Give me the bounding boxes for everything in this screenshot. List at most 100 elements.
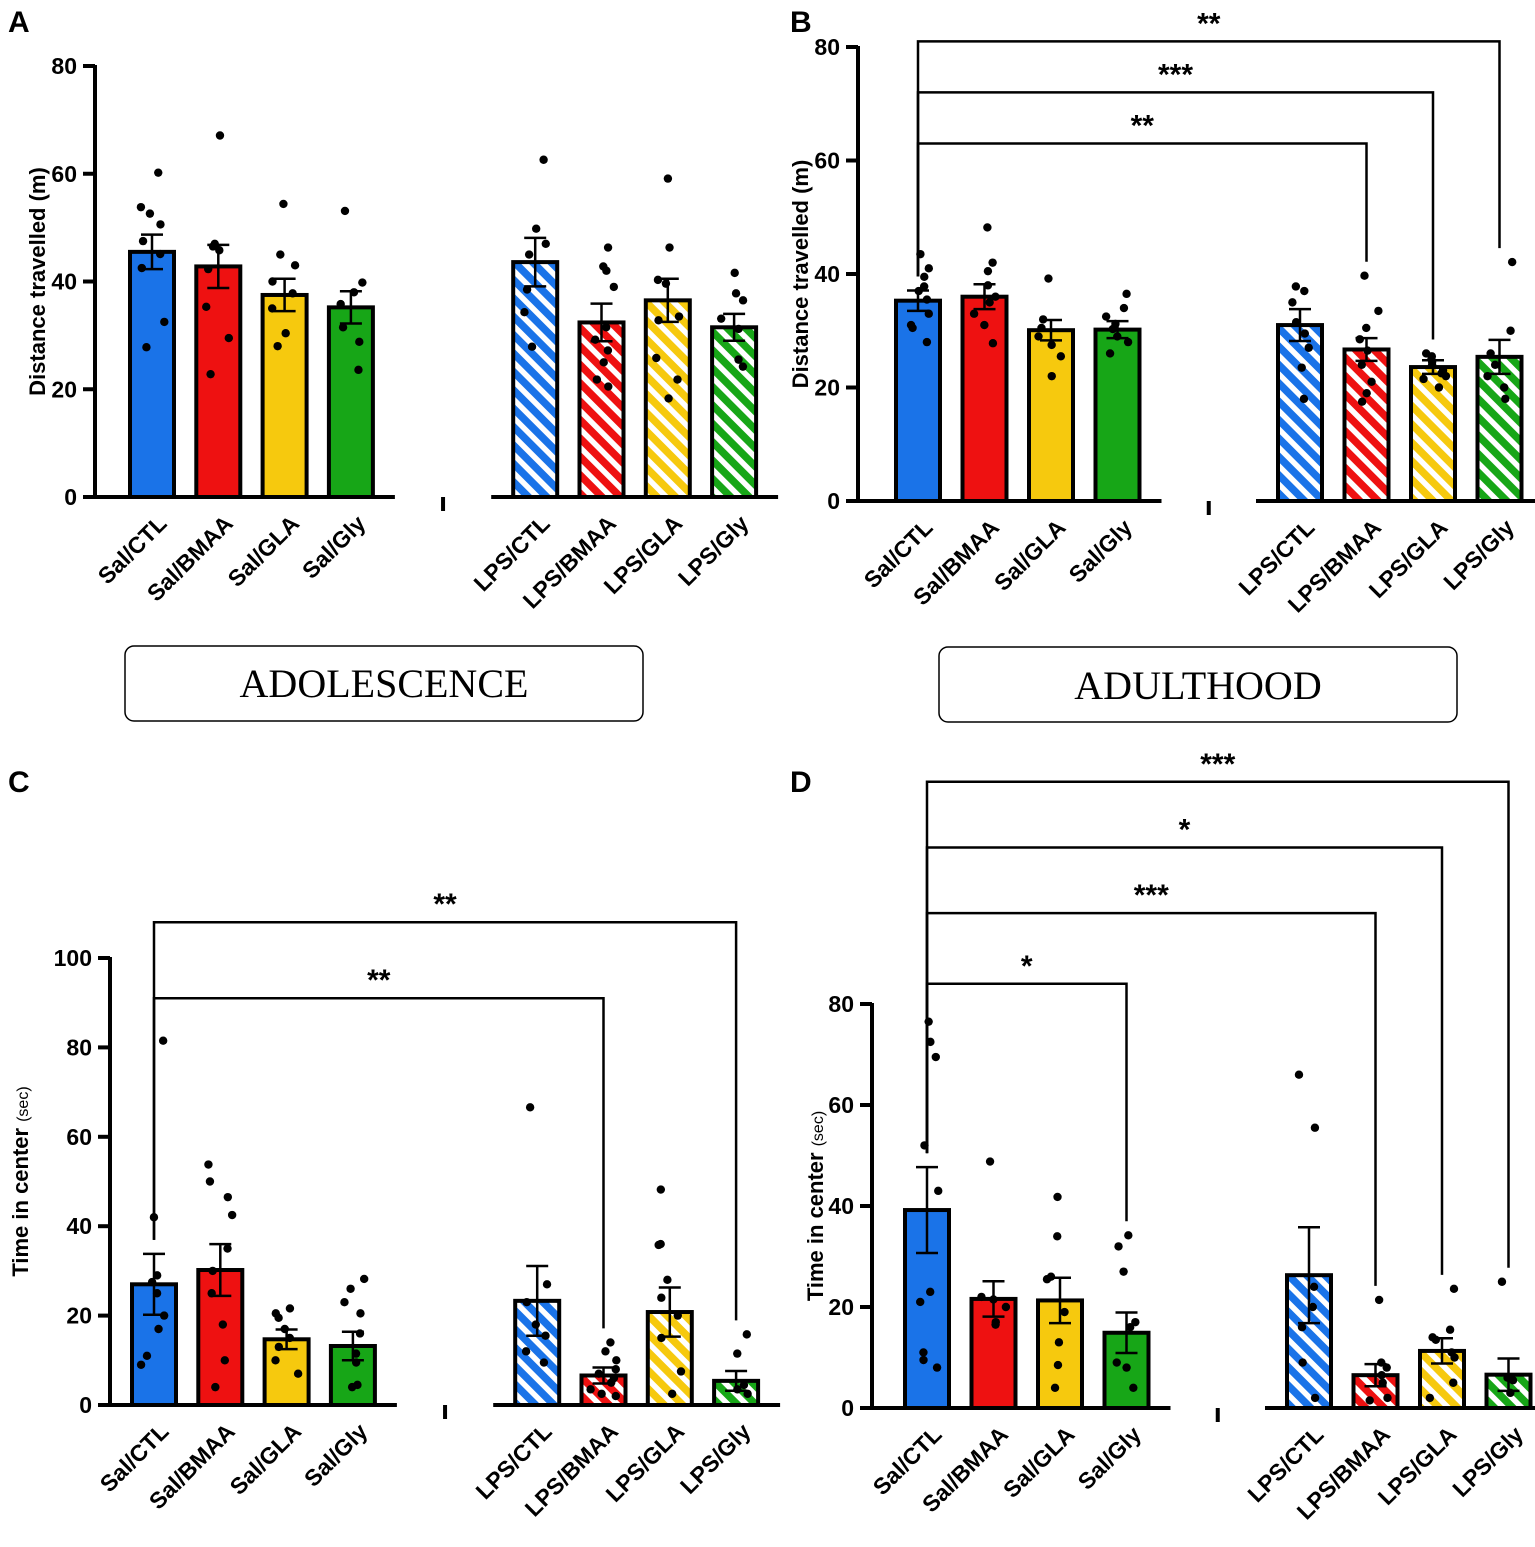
y-tick-label: 0 xyxy=(79,1392,92,1418)
bar-sal-gly xyxy=(326,305,375,499)
data-point xyxy=(154,168,163,177)
data-point xyxy=(742,1330,752,1339)
data-point xyxy=(916,1297,925,1307)
data-point xyxy=(1054,1338,1064,1347)
data-point xyxy=(1310,1393,1320,1403)
data-point xyxy=(1501,394,1510,404)
data-point xyxy=(988,339,998,348)
data-point xyxy=(676,1367,686,1376)
data-point xyxy=(1508,1376,1518,1385)
data-point xyxy=(969,309,979,318)
data-point xyxy=(985,1157,995,1166)
data-point xyxy=(1108,324,1118,334)
data-point xyxy=(1309,1282,1319,1292)
period-label-adulthood: ADULTHOOD xyxy=(1074,663,1321,708)
data-point xyxy=(156,249,165,259)
data-point xyxy=(273,341,282,351)
data-point xyxy=(205,1177,215,1186)
data-point xyxy=(1101,312,1111,321)
bar-sal-gly xyxy=(1093,327,1142,503)
bar-lps-gly xyxy=(1475,354,1524,504)
significance-bracket xyxy=(916,40,1501,277)
data-point xyxy=(730,268,739,278)
data-point xyxy=(611,1365,620,1374)
data-point xyxy=(347,1382,357,1392)
data-point xyxy=(354,365,363,375)
data-point xyxy=(738,362,748,371)
data-point xyxy=(1056,352,1066,361)
data-point xyxy=(924,309,933,318)
data-point xyxy=(1053,1192,1062,1202)
data-point xyxy=(522,285,532,294)
data-point xyxy=(215,131,225,140)
data-point xyxy=(1427,360,1437,369)
significance-bracket xyxy=(925,780,1510,1268)
data-point xyxy=(338,323,348,332)
data-point xyxy=(1122,1363,1131,1372)
data-point xyxy=(1363,346,1372,355)
data-point xyxy=(1297,1323,1307,1332)
data-point xyxy=(1449,1284,1459,1294)
data-point xyxy=(524,250,534,259)
y-axis-label: Distance travelled (m) xyxy=(25,167,50,396)
x-tick-label: LPS/Gly xyxy=(675,1418,756,1499)
data-point xyxy=(1119,303,1129,313)
data-point xyxy=(1050,1383,1060,1393)
data-point xyxy=(136,202,146,212)
data-point xyxy=(1113,332,1122,341)
data-point xyxy=(1034,332,1043,341)
data-point xyxy=(734,324,743,334)
data-point xyxy=(1112,1358,1121,1367)
data-point xyxy=(716,314,726,323)
data-point xyxy=(932,1363,942,1372)
data-point xyxy=(989,1295,998,1304)
significance-bracket xyxy=(152,920,738,1321)
data-point xyxy=(926,1287,935,1297)
data-point xyxy=(279,199,288,209)
data-point xyxy=(1486,349,1495,358)
y-tick-label: 0 xyxy=(64,484,77,510)
bar-lps-ctl xyxy=(1276,323,1324,504)
data-point xyxy=(1310,1123,1320,1132)
data-point xyxy=(1047,340,1056,350)
y-tick-label: 60 xyxy=(828,1092,854,1118)
data-point xyxy=(351,1358,361,1367)
data-point xyxy=(358,278,367,287)
x-tick-label: LPS/Gly xyxy=(1447,1421,1528,1502)
data-point xyxy=(914,286,923,296)
data-point xyxy=(606,1338,615,1347)
data-point xyxy=(1300,286,1309,296)
data-point xyxy=(1053,1360,1063,1370)
data-point xyxy=(1123,337,1133,347)
significance-label: * xyxy=(1179,813,1191,846)
data-point xyxy=(664,394,673,403)
data-point xyxy=(147,1277,157,1287)
data-point xyxy=(158,1036,168,1045)
y-axis-unit: (sec) xyxy=(810,1111,827,1147)
data-point xyxy=(1445,1325,1455,1334)
data-point xyxy=(220,1356,230,1365)
data-point xyxy=(531,224,541,233)
data-point xyxy=(227,1210,237,1220)
y-tick-label: 40 xyxy=(66,1213,92,1239)
data-point xyxy=(601,323,611,332)
data-point xyxy=(274,1342,284,1352)
data-point xyxy=(654,1240,663,1250)
y-tick-label: 100 xyxy=(54,945,92,971)
significance-label: *** xyxy=(1134,879,1169,912)
y-tick-label: 40 xyxy=(814,261,840,287)
data-point xyxy=(983,223,992,232)
x-tick-label: Sal/GLA xyxy=(222,510,304,592)
y-tick-label: 60 xyxy=(66,1124,92,1150)
data-point xyxy=(346,1284,355,1293)
data-point xyxy=(1382,1363,1391,1372)
data-point xyxy=(223,1192,233,1202)
data-point xyxy=(539,155,548,164)
data-point xyxy=(1362,388,1371,398)
data-point xyxy=(599,358,608,367)
y-tick-label: 80 xyxy=(51,53,77,79)
significance-bracket xyxy=(925,846,1444,1275)
